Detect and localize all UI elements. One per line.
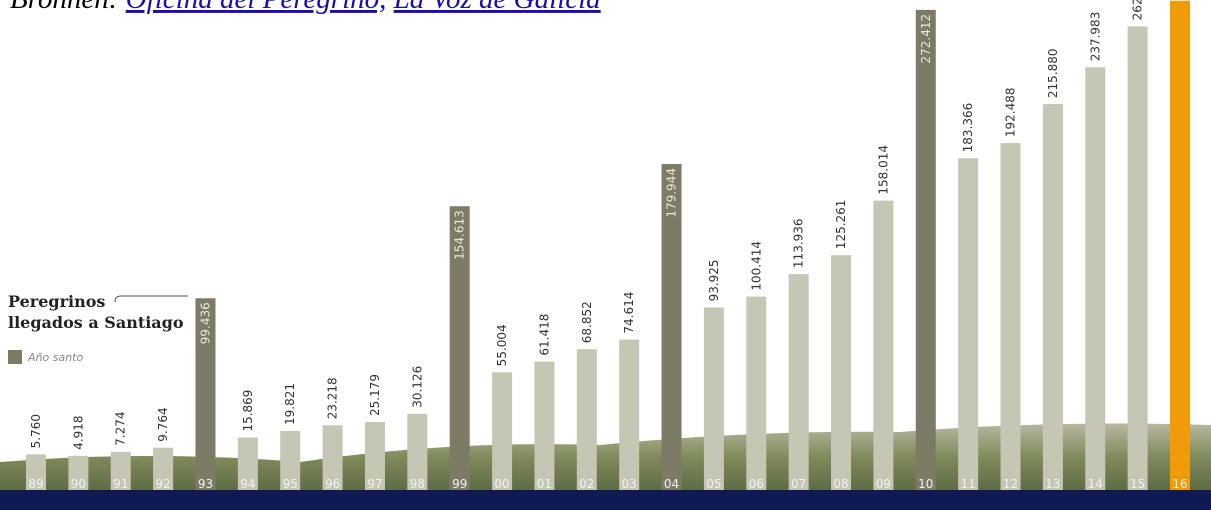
value-label: 192.488 bbox=[1004, 87, 1018, 137]
value-label: 183.366 bbox=[961, 103, 975, 153]
x-tick-label: 10 bbox=[918, 477, 933, 491]
x-tick-label: 93 bbox=[198, 477, 213, 491]
source-link[interactable]: La Voz de Galicia bbox=[393, 0, 601, 15]
x-tick-label: 08 bbox=[833, 477, 848, 491]
value-label: 61.418 bbox=[537, 314, 551, 356]
x-tick-label: 01 bbox=[537, 477, 552, 491]
footer-band bbox=[0, 490, 1211, 510]
x-tick-label: 91 bbox=[113, 477, 128, 491]
bar bbox=[1128, 26, 1148, 490]
value-label: 113.936 bbox=[792, 218, 806, 268]
x-tick-label: 13 bbox=[1045, 477, 1060, 491]
value-label: 215.880 bbox=[1046, 49, 1060, 99]
x-tick-label: 11 bbox=[961, 477, 976, 491]
bar bbox=[1043, 104, 1063, 490]
title-deco bbox=[115, 296, 188, 302]
bar bbox=[492, 372, 512, 490]
x-tick-label: 98 bbox=[410, 477, 425, 491]
value-label: 30.126 bbox=[410, 366, 424, 408]
value-label: 5.760 bbox=[29, 414, 43, 448]
value-label: 125.261 bbox=[834, 200, 848, 250]
x-tick-label: 09 bbox=[876, 477, 891, 491]
landscape bbox=[0, 424, 1211, 492]
bar bbox=[1001, 143, 1021, 490]
x-tick-label: 92 bbox=[155, 477, 170, 491]
source-link[interactable]: Oficina del Peregrino, bbox=[126, 0, 387, 15]
value-label: 25.179 bbox=[368, 374, 382, 416]
x-tick-label: 16 bbox=[1172, 477, 1187, 491]
value-label: 272.412 bbox=[919, 14, 933, 64]
x-tick-label: 95 bbox=[283, 477, 298, 491]
bar bbox=[619, 340, 639, 490]
x-tick-label: 96 bbox=[325, 477, 340, 491]
x-tick-label: 15 bbox=[1130, 477, 1145, 491]
x-tick-label: 12 bbox=[1003, 477, 1018, 491]
value-label: 55.004 bbox=[495, 324, 509, 366]
value-label: 237.983 bbox=[1088, 12, 1102, 62]
value-label: 19.821 bbox=[283, 383, 297, 425]
x-tick-label: 00 bbox=[494, 477, 509, 491]
x-tick-label: 89 bbox=[28, 477, 43, 491]
legend-swatch bbox=[8, 350, 22, 364]
x-tick-label: 14 bbox=[1088, 477, 1103, 491]
value-label: 74.614 bbox=[622, 292, 636, 334]
x-tick-label: 07 bbox=[791, 477, 806, 491]
value-label: 158.014 bbox=[876, 145, 890, 195]
value-label: 7.274 bbox=[114, 412, 128, 446]
x-tick-label: 94 bbox=[240, 477, 255, 491]
value-label: 15.869 bbox=[241, 390, 255, 432]
x-tick-label: 05 bbox=[706, 477, 721, 491]
value-label: 9.764 bbox=[156, 407, 170, 441]
x-tick-label: 97 bbox=[367, 477, 382, 491]
x-tick-label: 02 bbox=[579, 477, 594, 491]
x-tick-label: 06 bbox=[749, 477, 764, 491]
bar bbox=[831, 255, 851, 490]
x-tick-label: 99 bbox=[452, 477, 467, 491]
bar bbox=[916, 10, 936, 490]
value-label: 179.944 bbox=[665, 168, 679, 218]
chart: Bronnen: Oficina del Peregrino, La Voz d… bbox=[0, 0, 1211, 510]
plot: 89 5.760 90 4.918 91 7.274 92 9.764 93 99.436 94 15… bbox=[26, 0, 1190, 491]
x-tick-label: 03 bbox=[622, 477, 637, 491]
title-line: Peregrinos bbox=[8, 292, 105, 311]
bar bbox=[958, 158, 978, 490]
value-label: 154.613 bbox=[453, 210, 467, 260]
bar bbox=[1170, 1, 1190, 490]
bar bbox=[534, 362, 554, 490]
bar bbox=[746, 297, 766, 490]
bar bbox=[1085, 67, 1105, 490]
bar bbox=[873, 201, 893, 490]
value-label: 4.918 bbox=[71, 415, 85, 449]
bar bbox=[704, 307, 724, 490]
source-prefix: Bronnen: bbox=[10, 0, 118, 15]
value-label: 68.852 bbox=[580, 301, 594, 343]
title-line: llegados a Santiago bbox=[8, 313, 184, 332]
value-label: 93.925 bbox=[707, 259, 721, 301]
value-label: 262.516 bbox=[1131, 0, 1145, 20]
x-tick-label: 04 bbox=[664, 477, 679, 491]
bar bbox=[577, 349, 597, 490]
value-label: 99.436 bbox=[198, 302, 212, 344]
bar bbox=[789, 274, 809, 490]
x-tick-label: 90 bbox=[71, 477, 86, 491]
source: Bronnen: Oficina del Peregrino, La Voz d… bbox=[10, 0, 601, 15]
value-label: 100.414 bbox=[749, 241, 763, 291]
chart-title: Peregrinos llegados a Santiago bbox=[8, 292, 184, 332]
value-label: 23.218 bbox=[326, 377, 340, 419]
legend-label: Año santo bbox=[27, 351, 83, 364]
